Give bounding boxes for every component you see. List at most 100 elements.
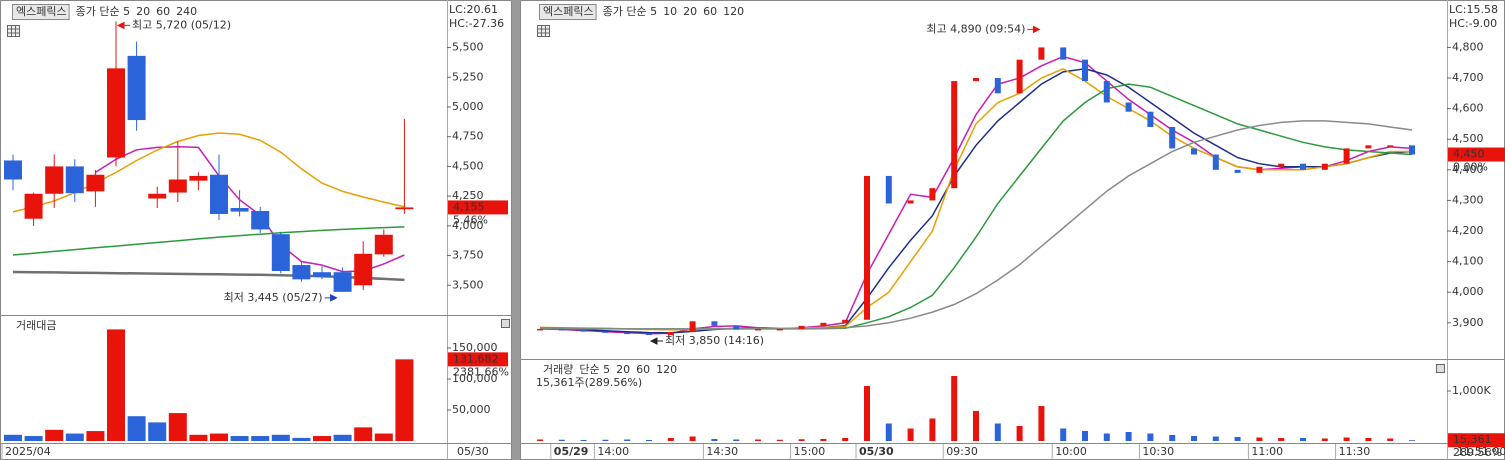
volume-bar	[689, 436, 696, 441]
legend-entry: 240	[176, 5, 197, 18]
panel-subtitle: 15,361주(289.56%)	[536, 376, 642, 389]
close-button[interactable]	[1436, 364, 1445, 373]
volume-bar	[667, 438, 674, 441]
volume-bar	[251, 436, 270, 441]
volume-bar	[798, 439, 805, 441]
grid-icon[interactable]	[7, 25, 20, 37]
candle-body	[994, 78, 1001, 94]
volume-bar	[333, 434, 352, 441]
candle-body	[313, 272, 331, 277]
candle-body	[1212, 154, 1219, 170]
candle-body	[24, 193, 43, 219]
volume-bar	[313, 436, 331, 441]
y-tick-label: 4,700	[1452, 71, 1484, 84]
candle-body	[189, 175, 208, 181]
moving-average-line	[539, 68, 1413, 334]
volume-bar	[1278, 438, 1285, 441]
x-tick-label: 10:00	[1055, 445, 1087, 458]
price-tag-box	[1448, 433, 1505, 448]
volume-bar	[4, 434, 22, 441]
volume-bar	[148, 422, 167, 441]
y-tick-label: 50,000	[452, 403, 491, 416]
candle-body	[45, 166, 64, 194]
candle-body	[1147, 111, 1154, 127]
lc-label: LC:15.58	[1449, 3, 1498, 16]
x-tick-label: 11:00	[1251, 445, 1283, 458]
candle-body	[1125, 102, 1132, 112]
candle-body	[1256, 166, 1263, 173]
candle-body	[689, 321, 696, 332]
volume-bar	[65, 433, 84, 441]
candle-body	[1082, 59, 1088, 82]
close-button[interactable]	[501, 319, 510, 328]
volume-bar	[580, 440, 587, 441]
candle-body	[1387, 145, 1394, 147]
candle-body	[951, 81, 958, 189]
volume-bar	[395, 359, 414, 441]
candle-body	[1365, 145, 1372, 149]
y-tick-label: 5,500	[452, 41, 484, 54]
y-tick-label: 4,500	[1452, 132, 1484, 145]
panel-title: 거래대금	[16, 319, 56, 332]
hc-label: HC:-9.00	[1449, 17, 1497, 30]
price-tag-box	[448, 200, 508, 215]
candle-body	[798, 325, 805, 329]
candle-body	[1234, 169, 1241, 173]
volume-bar	[885, 423, 892, 441]
y-tick-label: 4,600	[1452, 102, 1484, 115]
volume-bar	[929, 418, 936, 441]
y-tick-label: 5,000	[452, 100, 484, 113]
x-tick-label: 14:00	[597, 445, 629, 458]
candle-body	[86, 174, 105, 192]
note-arrow	[1027, 25, 1041, 34]
volume-bar	[646, 440, 652, 441]
panel-title: 거래량	[543, 363, 573, 376]
y-tick-label: 4,250	[452, 189, 484, 202]
price-tag: 15,361	[1453, 433, 1492, 446]
low-note: 최저 3,850 (14:16)	[665, 334, 764, 347]
candle-body	[4, 160, 22, 180]
volume-bar	[1256, 437, 1263, 441]
candle-body	[580, 330, 587, 332]
price-tag: 4,155	[453, 200, 485, 213]
volume-bar	[354, 427, 373, 441]
y-tick-label: 4,500	[452, 159, 484, 172]
y-tick-label: 4,100	[1452, 255, 1484, 268]
y-tick-label: 5,250	[452, 70, 484, 83]
volume-bar	[733, 439, 740, 441]
candle-body	[1060, 47, 1067, 60]
low-note: 최저 3,445 (05/27)	[224, 291, 323, 304]
candle-body	[1038, 47, 1045, 60]
candle-body	[667, 331, 674, 336]
candle-body	[1016, 59, 1023, 94]
volume-bar	[711, 439, 718, 441]
y-tick-label: 3,900	[1452, 316, 1484, 329]
note-arrow	[649, 337, 663, 345]
candle-body	[537, 328, 543, 331]
volume-bar	[994, 423, 1001, 441]
volume-bar	[820, 439, 827, 441]
volume-bar	[1234, 437, 1241, 441]
volume-bar	[1060, 428, 1067, 441]
candle-body	[65, 166, 84, 194]
grid-icon[interactable]	[537, 25, 550, 37]
volume-bar	[1387, 438, 1394, 441]
legend-entry: 20	[136, 5, 150, 18]
price-tag-box	[448, 352, 508, 367]
x-tick-label: 10:30	[1142, 445, 1174, 458]
y-tick-label: 4,300	[1452, 193, 1484, 206]
legend-entry: 종가 단순 5	[603, 5, 657, 18]
moving-average-line	[12, 226, 405, 256]
legend-entry: 10	[663, 5, 677, 18]
date-label: 05/30	[457, 445, 489, 458]
high-note: 최고 4,890 (09:54)	[926, 22, 1025, 35]
y-tick-label: 3,750	[452, 249, 484, 262]
candle-body	[230, 208, 249, 212]
candle-body	[1343, 148, 1350, 164]
candle-body	[1300, 163, 1306, 170]
panel-title: 엑스페릭스	[16, 5, 67, 18]
note-arrow	[116, 21, 130, 30]
candle-body	[1191, 148, 1197, 155]
